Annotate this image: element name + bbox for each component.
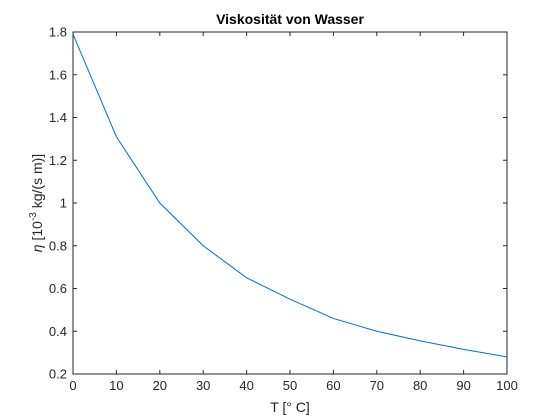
y-tick-label: 1.2 [49, 153, 67, 168]
y-tick-label: 0.6 [49, 281, 67, 296]
x-tick-label: 60 [326, 378, 340, 393]
y-axis-label-suffix: kg/(s m)] [29, 154, 45, 212]
x-tick-label: 10 [109, 378, 123, 393]
y-axis-label-symbol: η [29, 244, 45, 252]
x-tick-label: 40 [239, 378, 253, 393]
axes-box [72, 31, 508, 375]
x-tick-label: 70 [370, 378, 384, 393]
x-tick-label: 100 [496, 378, 518, 393]
y-tick-label: 0.8 [49, 238, 67, 253]
x-tick-label: 50 [283, 378, 297, 393]
x-tick-label: 30 [196, 378, 210, 393]
y-axis-label-prefix: [10 [29, 221, 45, 245]
y-tick-label: 0.4 [49, 324, 67, 339]
y-axis-label-exponent: -3 [28, 212, 39, 221]
chart-title: Viskosität von Wasser [216, 11, 364, 27]
x-tick-label: 80 [413, 378, 427, 393]
y-tick-label: 0.2 [49, 367, 67, 382]
x-axis-label: T [° C] [270, 399, 310, 415]
y-tick-label: 1.6 [49, 67, 67, 82]
y-tick-label: 1.8 [49, 25, 67, 40]
series-line [72, 33, 508, 358]
x-tick-label: 0 [69, 378, 76, 393]
x-tick-label: 20 [153, 378, 167, 393]
x-tick-label: 90 [456, 378, 470, 393]
plot-area: 0 10 20 30 40 50 60 70 80 90 100 0.2 0.4 0.6 0.8 1 1.2 1.… [49, 25, 518, 394]
y-tick-label: 1.4 [49, 110, 67, 125]
y-tick-label: 1 [60, 196, 67, 211]
y-axis-label: η [10-3 kg/(s m)] [28, 154, 45, 252]
